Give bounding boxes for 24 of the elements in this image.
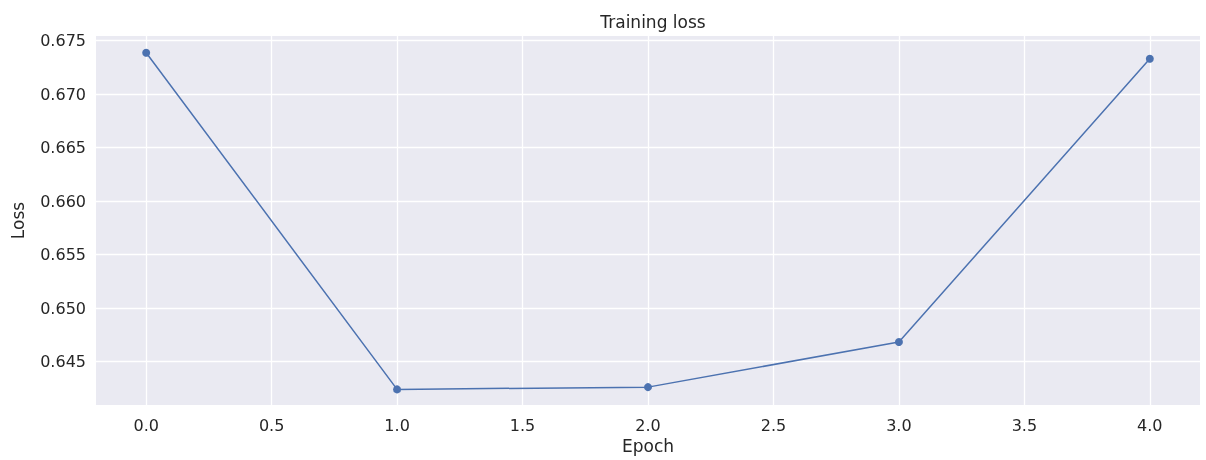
point [644,383,652,392]
x-tick-label: 4.0 [1137,415,1163,435]
x-tick-label: 2.5 [760,415,787,435]
y-tick-label: 0.665 [40,138,86,158]
point [393,385,402,394]
x-tick-label: 3.5 [1011,415,1038,435]
x-tick-label: 0.5 [258,415,285,435]
x-tick-label: 1.5 [509,415,536,435]
y-tick-label: 0.655 [40,245,86,265]
y-tick-label: 0.660 [40,191,86,211]
y-tick-label: 0.675 [40,31,86,51]
y-tick-label: 0.670 [40,84,86,104]
point [1145,54,1154,63]
y-tick-label: 0.645 [40,352,86,372]
x-tick-label: 3.0 [886,415,912,435]
y-axis-title: Loss [7,201,28,240]
chart-title: Training loss [599,11,706,32]
x-axis-title: Epoch [621,436,675,457]
point [894,337,903,346]
y-tick-label: 0.650 [40,298,86,318]
point [142,48,151,57]
x-tick-label: 0.0 [133,415,159,435]
x-tick-label: 2.0 [635,415,661,435]
x-tick-label: 1.0 [384,415,410,435]
